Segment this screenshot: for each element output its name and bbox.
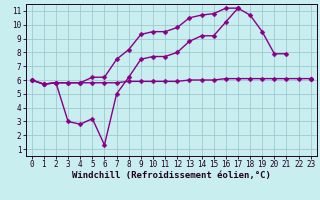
X-axis label: Windchill (Refroidissement éolien,°C): Windchill (Refroidissement éolien,°C) — [72, 171, 271, 180]
